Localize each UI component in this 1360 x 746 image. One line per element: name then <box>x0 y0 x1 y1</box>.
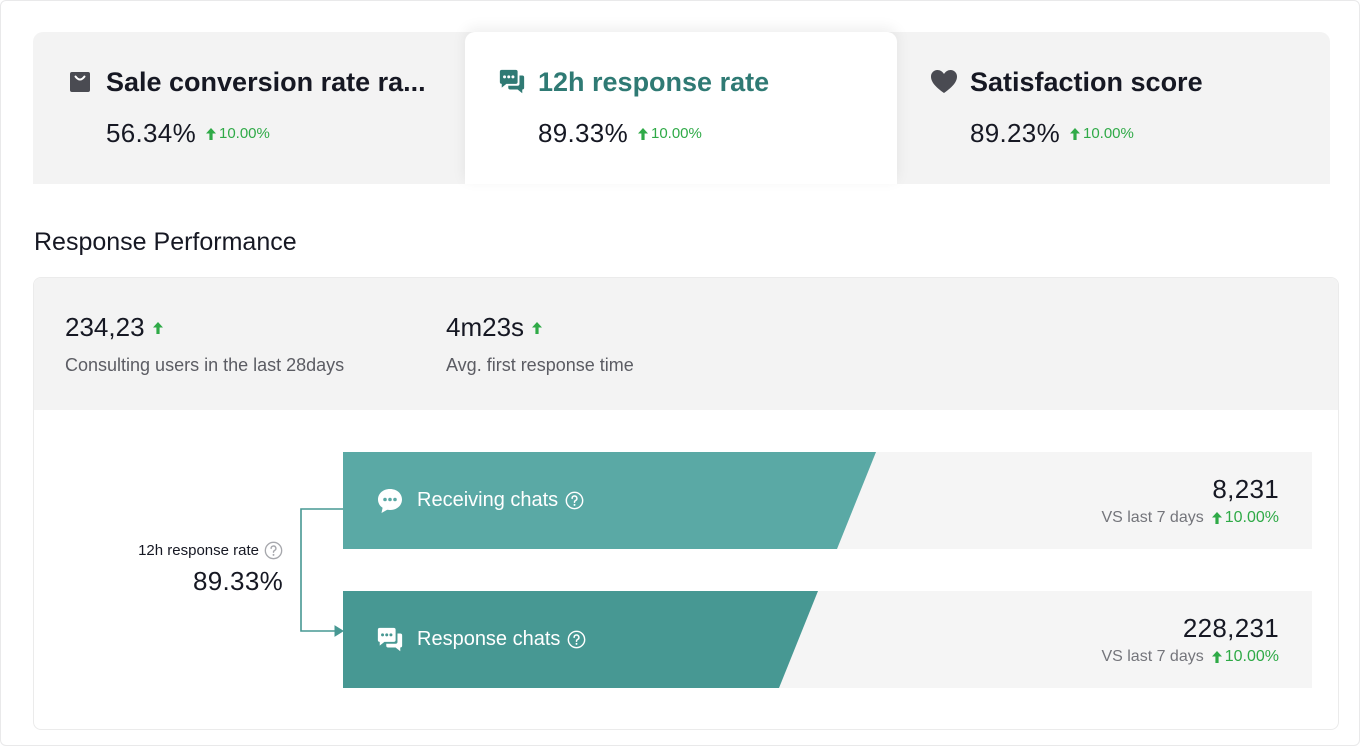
funnel-bar-response-chats[interactable]: Response chats 228,231 VS last 7 days 10… <box>343 591 1312 688</box>
bar-label: Receiving chats <box>417 489 559 511</box>
compare-label: VS last 7 days <box>1101 509 1204 526</box>
chat-bubble-icon <box>376 487 404 515</box>
delta-badge: 10.00% <box>205 125 270 142</box>
delta-value: 10.00% <box>1224 648 1279 665</box>
delta-value: 10.00% <box>1082 125 1134 142</box>
arrow-up-icon <box>1211 651 1222 663</box>
funnel-bar-receiving-chats[interactable]: Receiving chats 8,231 VS last 7 days 10.… <box>343 452 1312 549</box>
bar-label: Response chats <box>417 628 561 650</box>
rate-value: 89.33% <box>193 566 283 596</box>
tab-sale-conversion-rate[interactable]: Sale conversion rate ra... 56.34% 10.00% <box>33 32 465 184</box>
stat-avg-first-response: 4m23s Avg. first response time <box>446 312 634 376</box>
compare-label: VS last 7 days <box>1101 648 1204 665</box>
section-title: Response Performance <box>34 228 297 256</box>
rate-label: 12h response rate <box>138 542 259 559</box>
heart-icon <box>930 68 958 96</box>
tab-title: Sale conversion rate ra... <box>106 66 426 97</box>
arrow-up-icon <box>1069 127 1080 140</box>
tab-title: 12h response rate <box>538 66 770 97</box>
bar-value: 8,231 <box>1212 474 1279 504</box>
tab-value: 89.33% <box>538 118 628 148</box>
help-icon[interactable] <box>565 491 584 510</box>
arrow-up-icon <box>205 127 216 140</box>
arrow-up-icon <box>532 321 543 334</box>
delta-badge: 10.00% <box>1211 648 1279 666</box>
delta-value: 10.00% <box>650 125 702 142</box>
shopping-bag-icon <box>66 68 94 96</box>
tab-value: 89.23% <box>970 118 1060 148</box>
help-icon[interactable] <box>264 541 283 560</box>
tab-12h-response-rate[interactable]: 12h response rate 89.33% 10.00% <box>465 32 897 184</box>
stat-label: Consulting users in the last 28days <box>65 355 345 375</box>
stat-consulting-users: 234,23 Consulting users in the last 28da… <box>65 312 344 376</box>
chat-bubbles-icon <box>376 626 404 654</box>
stat-label: Avg. first response time <box>446 355 634 375</box>
arrow-up-icon <box>152 321 163 334</box>
summary-panel: 234,23 Consulting users in the last 28da… <box>34 278 1338 410</box>
bar-fill <box>343 591 818 688</box>
stat-value: 4m23s <box>446 312 525 342</box>
conversion-rate: 12h response rate 89.33% <box>138 541 283 597</box>
bar-value: 228,231 <box>1182 613 1279 643</box>
delta-value: 10.00% <box>218 125 270 142</box>
tab-title: Satisfaction score <box>970 66 1203 97</box>
arrow-up-icon <box>1211 512 1222 524</box>
response-performance-card: 234,23 Consulting users in the last 28da… <box>33 277 1339 730</box>
chat-bubbles-icon <box>498 68 526 96</box>
tab-satisfaction-score[interactable]: Satisfaction score 89.23% 10.00% <box>897 32 1329 184</box>
metric-tabs: Sale conversion rate ra... 56.34% 10.00%… <box>33 32 1330 184</box>
delta-badge: 10.00% <box>637 125 702 142</box>
stat-value: 234,23 <box>65 312 145 342</box>
tab-value: 56.34% <box>106 118 196 148</box>
bar-fill <box>343 452 876 549</box>
arrow-up-icon <box>637 127 648 140</box>
delta-badge: 10.00% <box>1211 509 1279 527</box>
help-icon[interactable] <box>567 630 586 649</box>
delta-value: 10.00% <box>1224 509 1279 526</box>
delta-badge: 10.00% <box>1069 125 1134 142</box>
